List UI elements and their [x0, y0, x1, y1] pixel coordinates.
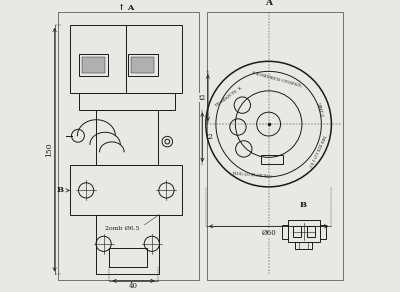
Bar [82, 57, 104, 73]
Bar [96, 215, 159, 274]
Text: 2omb Ø6.5: 2omb Ø6.5 [105, 226, 140, 231]
Bar [96, 110, 158, 165]
Text: B: B [300, 201, 307, 209]
Text: A: A [265, 0, 272, 7]
Text: 40: 40 [129, 282, 138, 290]
Bar [131, 57, 154, 73]
Text: t2: t2 [198, 94, 206, 102]
Bar [70, 165, 182, 215]
Text: ТИП ДТХ-127-1 Х Г: ТИП ДТХ-127-1 Х Г [308, 133, 326, 167]
Bar [292, 226, 301, 237]
Text: В КОМПЛЕКТЕ ОТОБРАТЬ,: В КОМПЛЕКТЕ ОТОБРАТЬ, [252, 70, 303, 88]
Bar [110, 248, 148, 267]
Text: ОТКЛЮЧФ ОТ СЕТИ: ОТКЛЮЧФ ОТ СЕТИ [233, 168, 272, 176]
Bar [288, 220, 320, 242]
Bar [306, 226, 315, 237]
Text: ↑ A: ↑ A [118, 4, 135, 12]
Bar [58, 12, 198, 280]
Text: t2: t2 [205, 133, 213, 141]
Bar [79, 93, 175, 110]
Bar [282, 225, 288, 239]
Bar [261, 155, 283, 164]
Text: 150: 150 [45, 142, 53, 157]
Bar [320, 225, 326, 239]
Bar [128, 54, 158, 76]
Bar [207, 12, 343, 280]
Bar [79, 54, 108, 76]
Bar [70, 25, 182, 93]
Text: ЩМГ-2: ЩМГ-2 [316, 102, 324, 117]
Text: B: B [57, 186, 64, 194]
Bar [295, 242, 312, 249]
Text: Ø60: Ø60 [261, 229, 276, 237]
Text: 1Exd[b]/CT6  X: 1Exd[b]/CT6 X [214, 86, 242, 107]
